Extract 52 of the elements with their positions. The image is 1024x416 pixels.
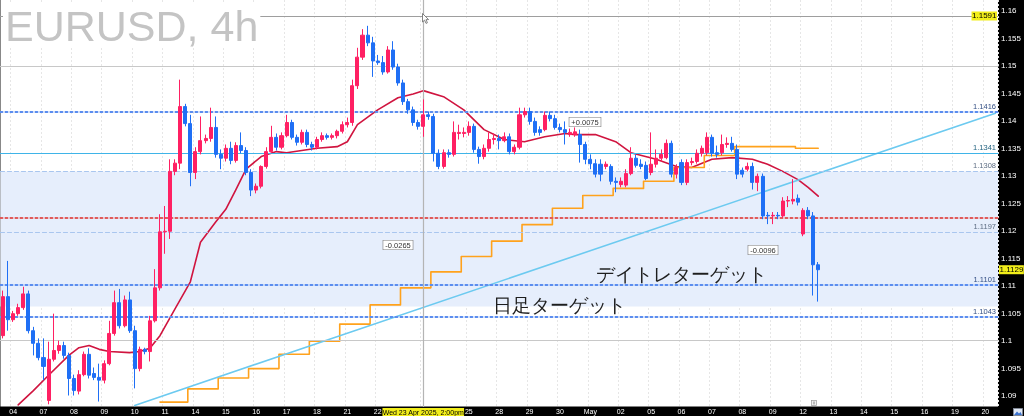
candlestick [750,162,754,191]
annotation: デイトレターゲット [596,262,768,285]
candlestick [234,141,238,164]
chart-title: EURUSD, 4h [5,1,259,50]
candlestick [669,140,673,178]
y-tick-label: 1.09 [1000,391,1018,401]
candlestick [442,148,446,170]
y-tick-label: 1.15 [1000,61,1018,71]
candlestick [274,132,278,152]
candlestick [755,173,759,192]
line-series [17,89,820,406]
annotation: 日足ターゲット [493,294,627,317]
candlestick [1,290,5,339]
y-tick-label: 1.12 [1000,226,1018,236]
y-tick-label: 1.16 [1000,6,1018,16]
candlestick [386,45,390,75]
candlestick [674,163,678,180]
candlestick [776,211,780,220]
candlestick [117,288,121,329]
y-tick-label: 1.135 [1000,143,1022,153]
y-tick-label: 1.105 [1000,308,1022,318]
y-tick-label: 1.125 [1000,198,1022,208]
y-tick-label: 1.095 [1000,363,1022,373]
y-tick-label: 1.13 [1000,171,1018,181]
candlestick [679,158,684,186]
candlestick [421,98,425,138]
candlestick [138,346,142,372]
candlestick [325,132,329,141]
candlestick [300,129,304,145]
candlestick [447,148,451,159]
candlestick [502,131,506,143]
y-tick-label: 1.145 [1000,88,1022,98]
candlestick [604,161,608,170]
y-tick-label: 1.115 [1000,253,1021,263]
candlestick [771,211,775,225]
candlestick [745,162,749,172]
y-tick-label: 1.1 [1000,336,1013,346]
y-tick-label: 1.11 [1000,281,1017,291]
candlestick [224,143,228,162]
y-tick-label: 1.14 [1000,116,1018,126]
candlestick [143,347,147,355]
candlestick [497,134,501,150]
candlestick [229,141,233,165]
annotation: 1.1591 [972,11,998,21]
candlestick [801,207,805,237]
candlestick [507,132,511,155]
y-tick-label: 1.155 [1000,33,1022,43]
candlestick [543,111,547,132]
candlestick [6,260,10,332]
candlestick [123,295,127,328]
candlestick [796,193,800,206]
annotation: 1.1129 [999,265,1024,275]
